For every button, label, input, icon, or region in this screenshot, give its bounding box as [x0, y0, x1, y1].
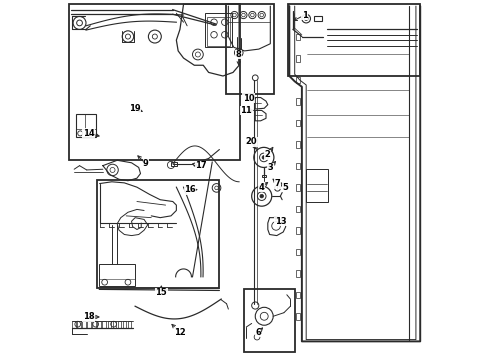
Bar	[82, 320, 86, 328]
Text: 3: 3	[267, 163, 273, 172]
Bar	[244, 289, 294, 352]
Bar	[296, 314, 299, 320]
Bar	[76, 114, 96, 137]
Bar	[225, 4, 273, 94]
Bar	[204, 13, 231, 47]
Bar	[92, 320, 96, 328]
Bar	[296, 270, 299, 277]
Text: 12: 12	[174, 328, 185, 337]
Text: 18: 18	[82, 312, 94, 321]
Bar	[296, 292, 299, 298]
Bar	[314, 17, 321, 21]
Text: 8: 8	[235, 50, 241, 59]
Bar	[296, 249, 299, 255]
Text: 1: 1	[301, 10, 307, 19]
Text: 17: 17	[195, 161, 206, 170]
Bar	[296, 34, 299, 40]
Bar	[77, 320, 81, 328]
Text: 20: 20	[245, 137, 257, 146]
Bar	[296, 206, 299, 212]
Text: 4: 4	[258, 183, 264, 192]
Bar	[305, 169, 327, 202]
Text: 11: 11	[240, 106, 252, 115]
Bar	[99, 264, 135, 286]
Bar	[261, 175, 265, 177]
Text: 2: 2	[264, 150, 270, 159]
Bar	[296, 163, 299, 169]
Circle shape	[260, 194, 263, 198]
Text: 15: 15	[155, 288, 167, 297]
Bar	[296, 141, 299, 148]
Bar	[97, 180, 219, 288]
Bar	[97, 320, 101, 328]
Bar	[296, 184, 299, 191]
Bar	[296, 55, 299, 62]
Text: 19: 19	[129, 104, 141, 113]
Text: 13: 13	[274, 217, 285, 226]
Bar	[171, 162, 177, 166]
Bar	[112, 320, 116, 328]
Text: 10: 10	[242, 94, 254, 103]
Bar	[117, 320, 121, 328]
Bar	[87, 320, 91, 328]
Text: 9: 9	[142, 159, 148, 168]
Bar	[296, 227, 299, 234]
Bar	[69, 4, 240, 160]
Bar	[107, 320, 111, 328]
Bar	[122, 320, 126, 328]
Bar	[296, 77, 299, 83]
Bar	[127, 320, 131, 328]
Bar	[296, 120, 299, 126]
Bar	[296, 98, 299, 105]
Text: 7: 7	[274, 179, 280, 188]
Circle shape	[262, 156, 265, 159]
Text: 5: 5	[282, 183, 287, 192]
Bar	[184, 187, 190, 192]
Bar	[287, 4, 419, 76]
Text: 14: 14	[82, 129, 94, 138]
Bar	[72, 320, 76, 328]
Text: 6: 6	[255, 328, 261, 337]
Text: 16: 16	[184, 185, 196, 194]
Bar	[206, 17, 230, 45]
Bar	[102, 320, 106, 328]
